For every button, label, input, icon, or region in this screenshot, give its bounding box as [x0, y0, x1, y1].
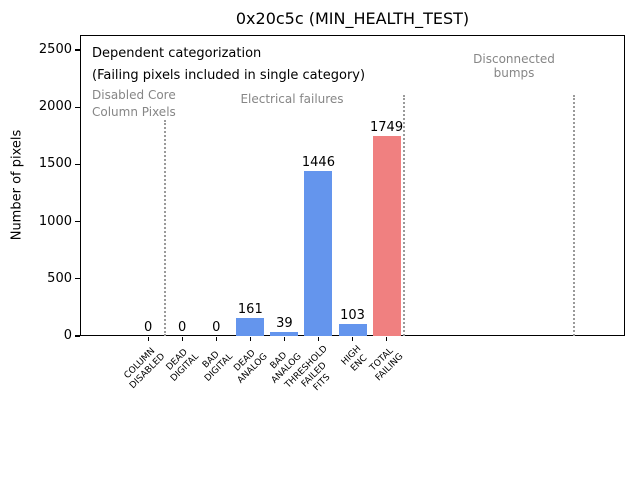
- bar-value-label: 0: [178, 320, 187, 335]
- bar-value-label: 0: [143, 320, 153, 335]
- annotation-region-disabled: Disabled Core Column Pixels: [92, 88, 176, 120]
- y-tick-label: 2000: [38, 99, 72, 115]
- y-tick-mark: [75, 106, 80, 108]
- bar: [338, 324, 367, 336]
- y-tick-label: 1500: [38, 156, 72, 172]
- region-separator-line: [402, 95, 405, 336]
- x-tick-label-text: DEAD ANALOG: [231, 348, 270, 386]
- region-separator-line: [572, 95, 575, 336]
- y-tick-label: 500: [47, 270, 72, 286]
- x-tick-label-text: DEAD DIGITAL: [164, 347, 201, 384]
- y-tick-mark: [75, 220, 80, 223]
- y-tick-label: 0: [63, 328, 72, 343]
- y-tick-mark: [75, 163, 80, 165]
- annotation-dependent-line1: Dependent categorization: [92, 46, 262, 61]
- bar-value-label: 1749: [370, 119, 404, 135]
- x-tick-mark: [317, 337, 320, 341]
- bar-value-label: 0: [212, 320, 221, 335]
- bar-value-label: 1446: [301, 154, 335, 170]
- y-tick-mark: [75, 278, 80, 280]
- bar: [270, 331, 299, 336]
- x-tick-label-text: TOTAL FAILING: [368, 346, 406, 384]
- chart-title: 0x20c5c (MIN_HEALTH_TEST): [235, 9, 470, 28]
- x-tick-mark: [351, 337, 354, 341]
- y-tick-label: 1000: [38, 213, 72, 229]
- annotation-dependent-line2: (Failing pixels included in single categ…: [92, 68, 366, 83]
- region-separator-line: [164, 120, 167, 336]
- x-tick-mark: [147, 337, 149, 341]
- bar-value-label: 39: [276, 315, 293, 331]
- bar-value-label: 161: [237, 301, 263, 317]
- x-tick-mark: [215, 337, 217, 341]
- x-tick-label-text: HIGH ENC: [340, 344, 370, 374]
- y-tick-label: 2500: [38, 41, 72, 57]
- bar: [304, 170, 333, 336]
- bar-value-label: 103: [340, 308, 365, 324]
- x-tick-label-text: COLUMN DISABLED: [122, 346, 167, 391]
- bar: [372, 135, 401, 336]
- x-tick-mark: [283, 337, 285, 341]
- annotation-region-disconnected: Disconnected bumps: [473, 52, 555, 80]
- bar: [236, 317, 265, 336]
- y-tick-mark: [75, 335, 80, 337]
- annotation-region-electrical: Electrical failures: [240, 92, 344, 106]
- x-tick-label-text: BAD DIGITAL: [200, 349, 235, 384]
- x-tick-mark: [385, 337, 388, 341]
- x-tick-mark: [249, 337, 251, 341]
- y-tick-mark: [75, 49, 80, 51]
- x-tick-mark: [181, 337, 183, 341]
